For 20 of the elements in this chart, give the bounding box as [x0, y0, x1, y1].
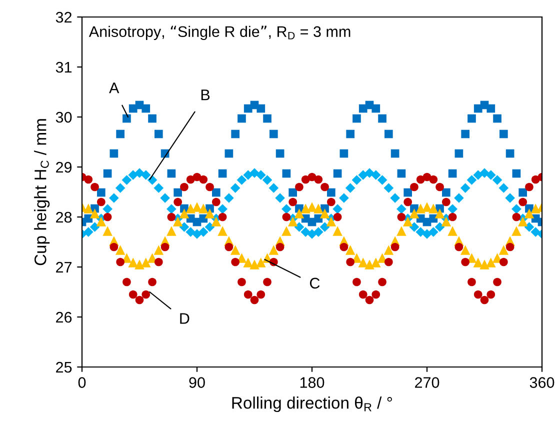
y-tick-label: 28 — [56, 212, 72, 223]
y-tick-label: 26 — [56, 312, 72, 323]
annotation: D — [180, 313, 190, 324]
x-axis-title: Rolling direction θ$_{R}$ / ° — [232, 396, 392, 412]
y-tick-label: 32 — [56, 12, 72, 23]
x-tick-label: 0 — [78, 377, 86, 388]
x-tick-label: 180 — [300, 377, 324, 388]
annotation: A — [109, 82, 120, 94]
y-tick-label: 27 — [56, 262, 72, 273]
y-tick-label: 25 — [56, 362, 72, 373]
y-tick-label: 31 — [56, 62, 72, 73]
y-tick-label: 30 — [56, 112, 72, 123]
annotation: C — [310, 278, 320, 289]
text: Anisotropy, “Single R die”, R$_{D}$ = 3 mm — [88, 26, 350, 40]
x-tick-label: 90 — [189, 377, 205, 388]
y-axis-title: Cup height H$_{C}$ / mm — [34, 119, 50, 266]
y-tick-label: 29 — [56, 162, 72, 173]
annotation: B — [201, 90, 210, 100]
x-tick-label: 270 — [415, 377, 440, 388]
x-tick-label: 360 — [530, 377, 554, 388]
